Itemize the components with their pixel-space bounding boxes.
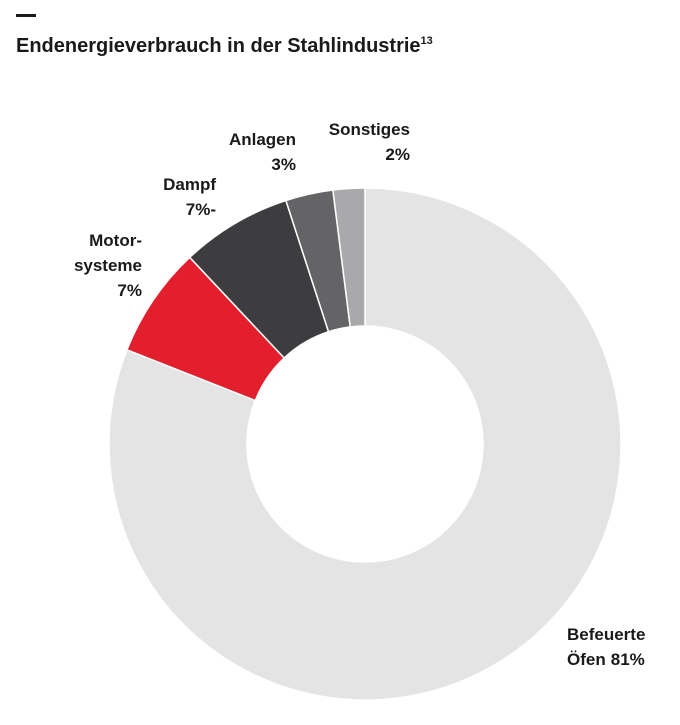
value-label: 81% [611, 650, 645, 669]
category-label: Dampf [163, 175, 216, 194]
value-label: 7%- [186, 200, 216, 219]
category-label: Motor- [89, 231, 142, 250]
category-label: Öfen [567, 650, 606, 669]
value-label: 7% [117, 281, 142, 300]
category-label: systeme [74, 256, 142, 275]
value-label: 3% [271, 155, 296, 174]
donut-slice [332, 187, 366, 328]
slice-label: Sonstiges 2% [329, 120, 410, 164]
slice-label: Befeuerte Öfen 81% [567, 625, 645, 669]
donut-slice [108, 187, 622, 701]
title-footnote: 13 [421, 35, 433, 47]
value-label: 2% [385, 145, 410, 164]
category-label: Anlagen [229, 130, 296, 149]
labels: Befeuerte Öfen 81% Motor-systeme 7% Dampf 7%- A… [74, 120, 645, 669]
slice-label: Motor-systeme 7% [74, 231, 142, 300]
chart-title: Endenergieverbrauch in der Stahlindustri… [16, 35, 433, 57]
title-rule [16, 14, 36, 17]
category-label: Befeuerte [567, 625, 645, 644]
donut [108, 187, 622, 701]
title-text: Endenergieverbrauch in der Stahlindustri… [16, 35, 421, 57]
category-label: Sonstiges [329, 120, 410, 139]
slice-label: Anlagen 3% [229, 130, 296, 174]
slice-label: Dampf 7%- [163, 175, 216, 219]
